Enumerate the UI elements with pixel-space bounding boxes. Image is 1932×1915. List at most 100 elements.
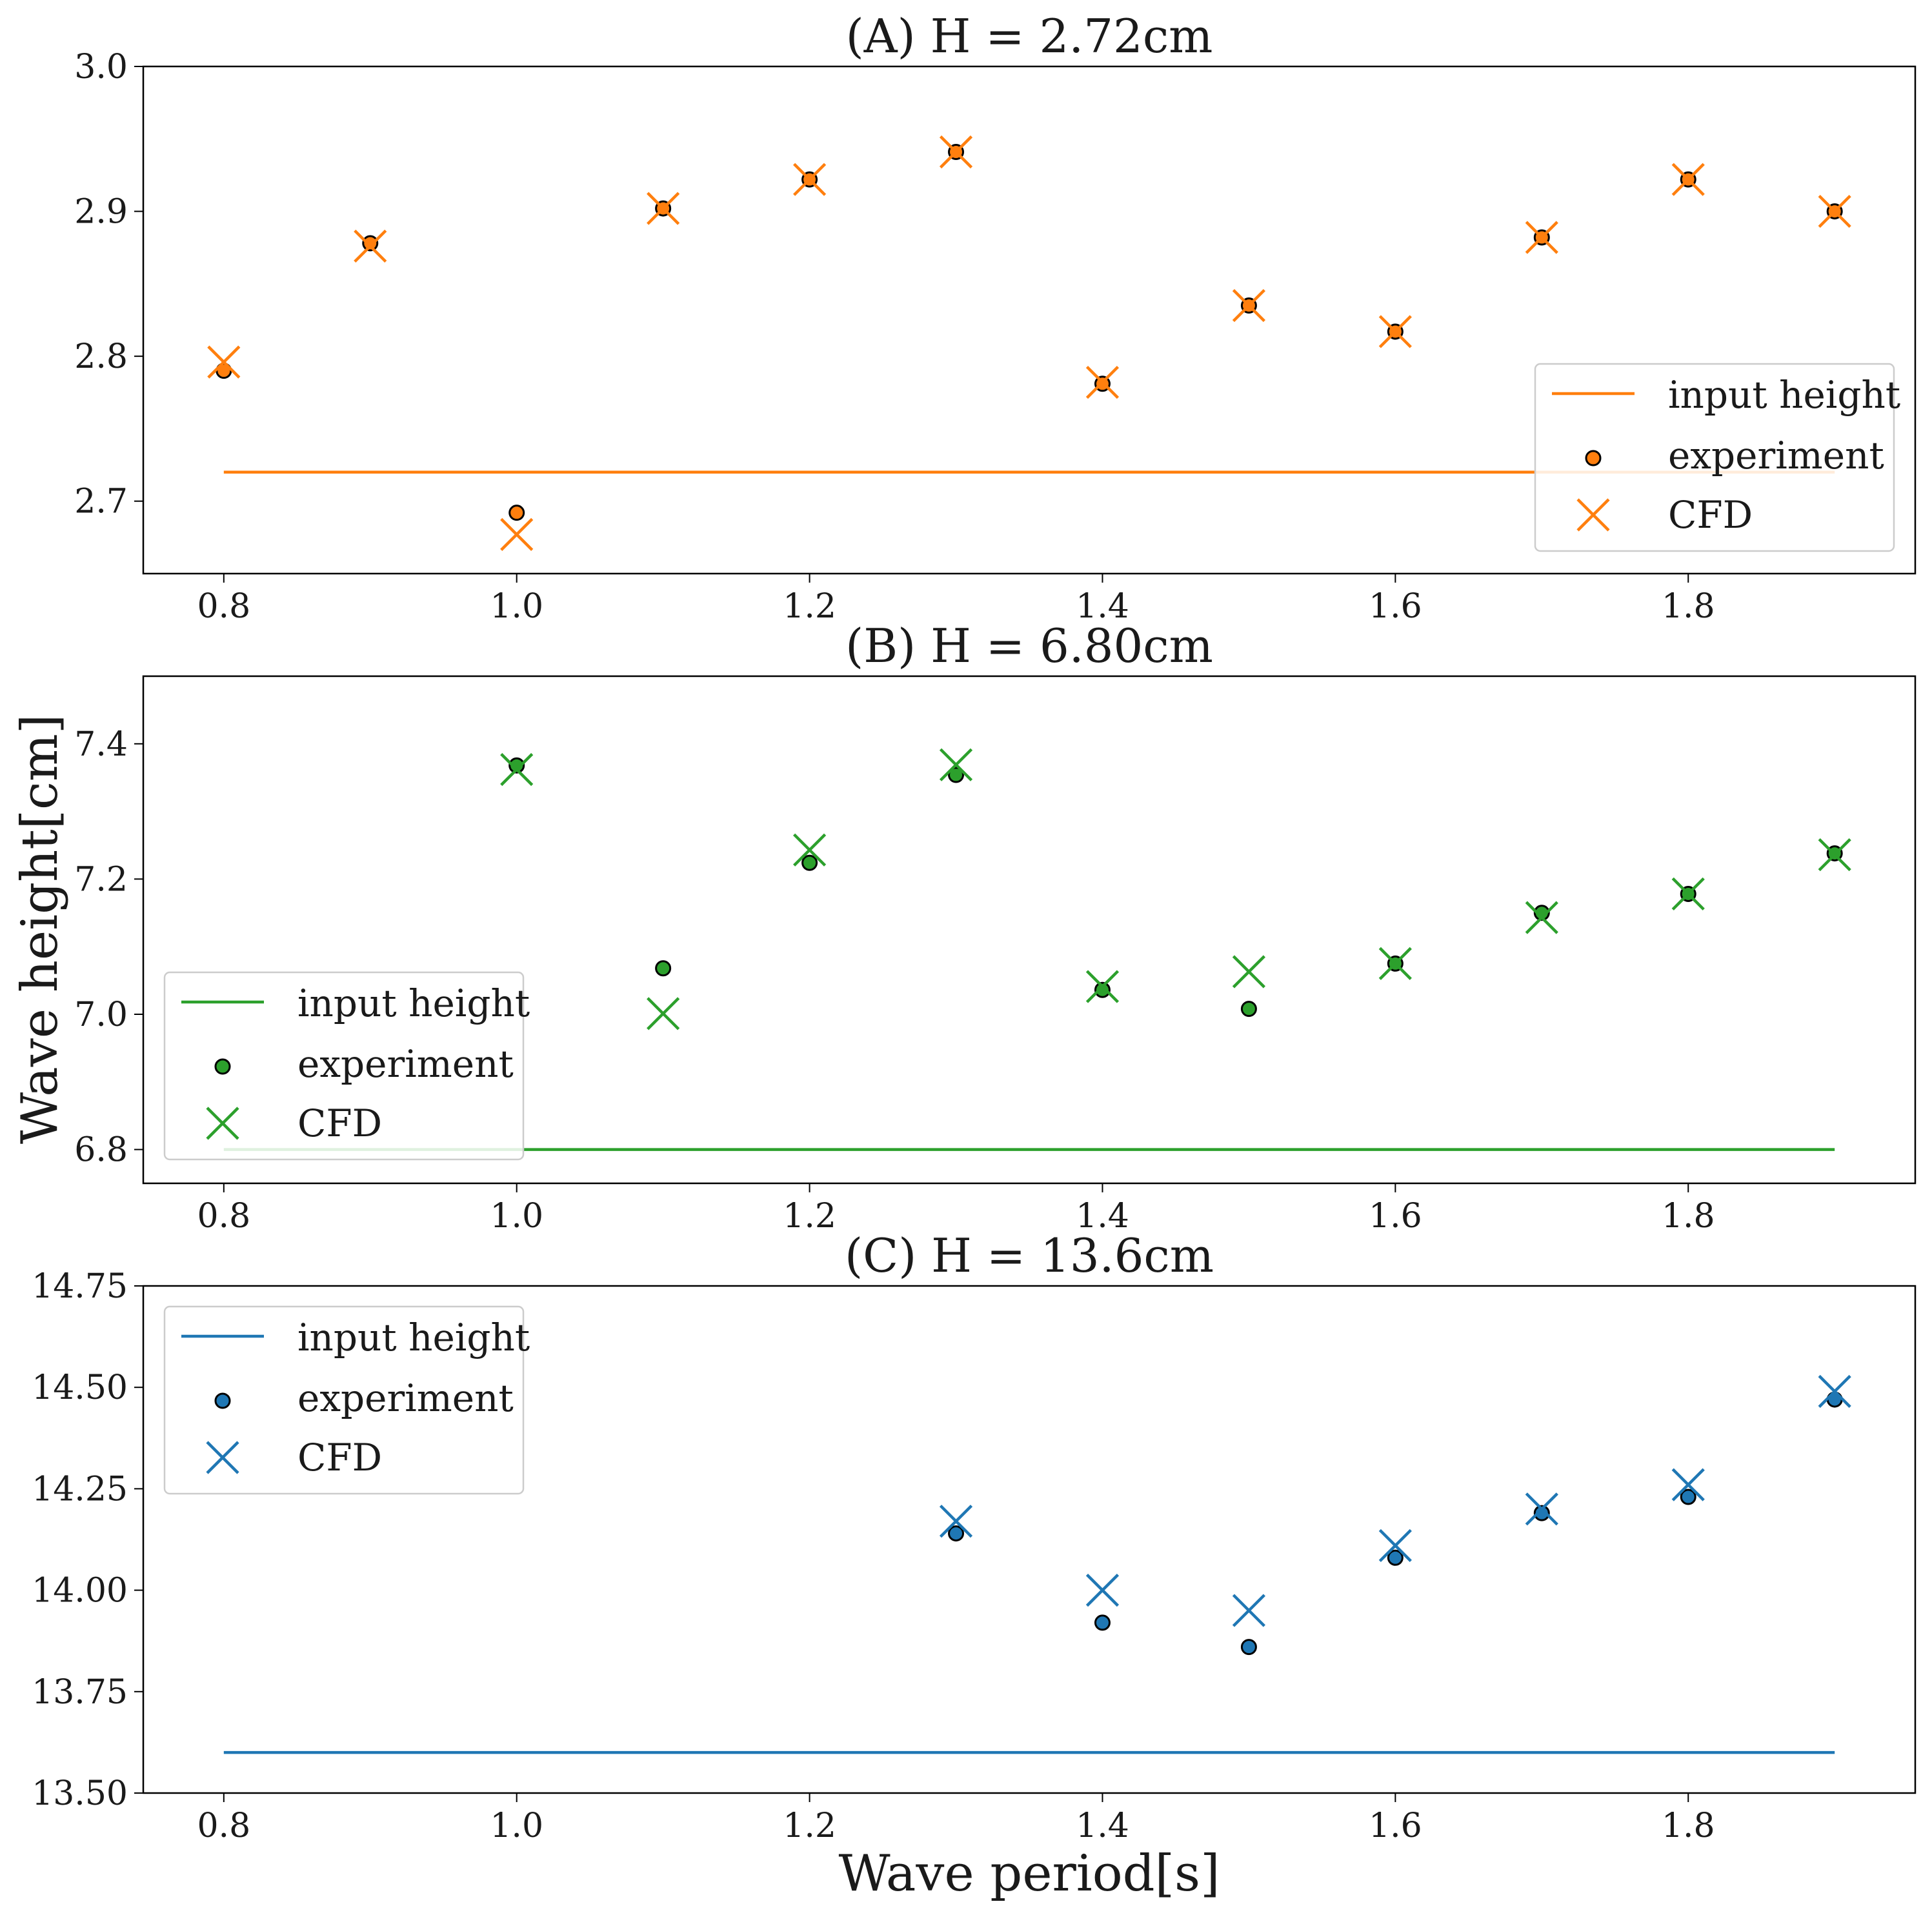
panel-b-cfd-point-stroke-b — [1378, 947, 1412, 980]
panel-c-legend-x-swatch — [206, 1441, 239, 1474]
panel-a-cfd-point-stroke-b — [792, 163, 827, 196]
panel-c-cfd-point — [1232, 1594, 1266, 1627]
panel-a-x-tick-label: 1.4 — [1076, 587, 1129, 626]
panel-b-legend-label: CFD — [297, 1101, 382, 1145]
panel-a-legend-label: input height — [1668, 373, 1900, 417]
panel-c-y-tick-label: 14.75 — [32, 1267, 128, 1306]
panel-c-frame — [142, 1285, 1917, 1794]
panel-b-experiment-point — [1094, 981, 1111, 998]
panel-c-cfd-point — [1818, 1374, 1851, 1409]
panel-b-y-tick-label: 7.2 — [74, 860, 128, 899]
panel-b-cfd-point — [647, 997, 680, 1030]
panel-a: (A) H = 2.72cm 0.8 1.0 1.2 1.4 1.6 1.8 2.7 2.8 2.… — [74, 9, 1917, 626]
panel-b-cfd-point — [1378, 947, 1412, 980]
panel-c-x-tick-label: 1.4 — [1076, 1807, 1129, 1845]
panel-c-experiment-point — [1680, 1489, 1696, 1505]
x-axis-title: Wave period[s] — [838, 1845, 1220, 1903]
panel-c-cfd-point-stroke-b — [939, 1505, 973, 1538]
panel-b-cfd-point-stroke-b — [500, 753, 534, 787]
panel-c-legend: input height experiment CFD — [163, 1305, 530, 1495]
panel-a-legend-x-swatch — [1576, 498, 1610, 532]
panel-c-title: (C) H = 13.6cm — [845, 1228, 1214, 1283]
panels-group: (A) H = 2.72cm 0.8 1.0 1.2 1.4 1.6 1.8 2.7 2.8 2.… — [32, 9, 1917, 1845]
panel-b-legend-x-swatch — [206, 1107, 239, 1140]
panel-b-cfd-point — [939, 748, 973, 781]
panel-c-experiment-point — [1094, 1614, 1111, 1631]
panel-b-experiment-point — [1240, 1001, 1257, 1018]
panel-a-x-tick-label: 1.2 — [783, 587, 836, 626]
panel-b-cfd-point — [1525, 901, 1558, 934]
panel-a-cfd-point-stroke-b — [500, 517, 534, 551]
panel-a-legend-label: CFD — [1668, 493, 1753, 537]
panel-a-experiment-point — [508, 505, 525, 521]
panel-c-cfd-point — [1085, 1574, 1120, 1607]
panel-a-cfd-point-stroke-b — [647, 192, 680, 225]
panel-a-legend-box — [1534, 363, 1895, 552]
panel-b-cfd-point-stroke-b — [939, 748, 973, 781]
panel-a-cfd-point — [1671, 163, 1705, 196]
panel-b-x-tick-label: 1.4 — [1076, 1197, 1129, 1236]
panel-b-legend-label: input height — [297, 981, 530, 1025]
panel-c-cfd-point-stroke-b — [1378, 1529, 1412, 1563]
panel-a-cfd-point — [1818, 194, 1851, 228]
panel-a-experiment-point — [362, 235, 379, 252]
panel-a-cfd-point — [647, 192, 680, 225]
panel-b-x-tick-label: 1.8 — [1662, 1197, 1715, 1236]
panel-a-cfd-point-stroke-b — [1671, 163, 1705, 196]
panel-c-y-tick-label: 13.50 — [32, 1774, 128, 1813]
panel-c-x-tick-label: 1.0 — [490, 1807, 543, 1845]
panel-c-legend-label: input height — [297, 1316, 530, 1359]
panel-a-cfd-point-stroke-b — [939, 135, 973, 169]
panel-b-y-tick-label: 6.8 — [74, 1131, 128, 1170]
panel-c-cfd-point-stroke-b — [1671, 1468, 1705, 1501]
panel-a-cfd-point — [792, 163, 827, 196]
panel-c-x-tick-label: 1.8 — [1662, 1807, 1715, 1845]
panel-c-cfd-point — [1525, 1492, 1558, 1526]
panel-b-legend-x-swatch-stroke-b — [206, 1107, 239, 1140]
panel-b-cfd-point — [792, 833, 827, 867]
panel-b-experiment-point — [1533, 905, 1550, 921]
panel-a-cfd-point — [1232, 288, 1266, 323]
panel-b-experiment-point — [948, 767, 965, 783]
panel-a-cfd-point-stroke-b — [354, 229, 387, 263]
panel-c-y-tick-label: 14.25 — [32, 1470, 128, 1509]
panel-c-experiment-point — [1533, 1505, 1550, 1521]
panel-a-cfd-point — [1085, 365, 1120, 399]
panel-b-cfd-point-stroke-b — [647, 997, 680, 1030]
panel-b-cfd-point — [1818, 838, 1851, 872]
panel-b-cfd-point-stroke-b — [792, 833, 827, 867]
panel-b-cfd-point-stroke-b — [1232, 955, 1266, 988]
panel-b-cfd-point-stroke-b — [1085, 970, 1120, 1003]
panel-c-legend-label: experiment — [297, 1376, 514, 1420]
panel-c-x-tick-label: 0.8 — [197, 1807, 250, 1845]
y-axis-title: Wave height[cm] — [11, 714, 69, 1144]
panel-a-legend-x-swatch-stroke-b — [1576, 498, 1610, 532]
panel-b-cfd-point — [500, 753, 534, 787]
panel-a-cfd-point-stroke-b — [1525, 221, 1558, 254]
panel-b-x-tick-label: 1.6 — [1369, 1197, 1422, 1236]
panel-a-y-tick-label: 3.0 — [74, 48, 128, 86]
panel-b-x-tick-label: 1.0 — [490, 1197, 543, 1236]
panel-c-legend-x-swatch-stroke-b — [206, 1441, 239, 1474]
panel-c-experiment-point — [948, 1525, 965, 1542]
panel-c-cfd-point-stroke-b — [1525, 1492, 1558, 1526]
panel-b-legend-box — [163, 971, 525, 1161]
panel-a-cfd-point — [354, 229, 387, 263]
panel-a-cfd-point-stroke-b — [207, 345, 241, 379]
panel-c-cfd-point — [939, 1505, 973, 1538]
panel-c-x-tick-label: 1.2 — [783, 1807, 836, 1845]
panel-b-legend: input height experiment CFD — [163, 971, 530, 1161]
panel-c-y-tick-label: 14.00 — [32, 1572, 128, 1610]
panel-a-y-tick-label: 2.9 — [74, 193, 128, 232]
panel-c-y-tick-label: 14.50 — [32, 1369, 128, 1407]
panel-a-y-tick-label: 2.7 — [74, 483, 128, 521]
panel-a-cfd-point — [939, 135, 973, 169]
panel-b-x-tick-label: 1.2 — [783, 1197, 836, 1236]
panel-b-y-tick-label: 7.0 — [74, 996, 128, 1034]
panel-a-cfd-point-stroke-b — [1085, 365, 1120, 399]
panel-b-legend-label: experiment — [297, 1042, 514, 1086]
panel-b-cfd-point-stroke-b — [1818, 838, 1851, 872]
panel-a-y-tick-label: 2.8 — [74, 337, 128, 376]
